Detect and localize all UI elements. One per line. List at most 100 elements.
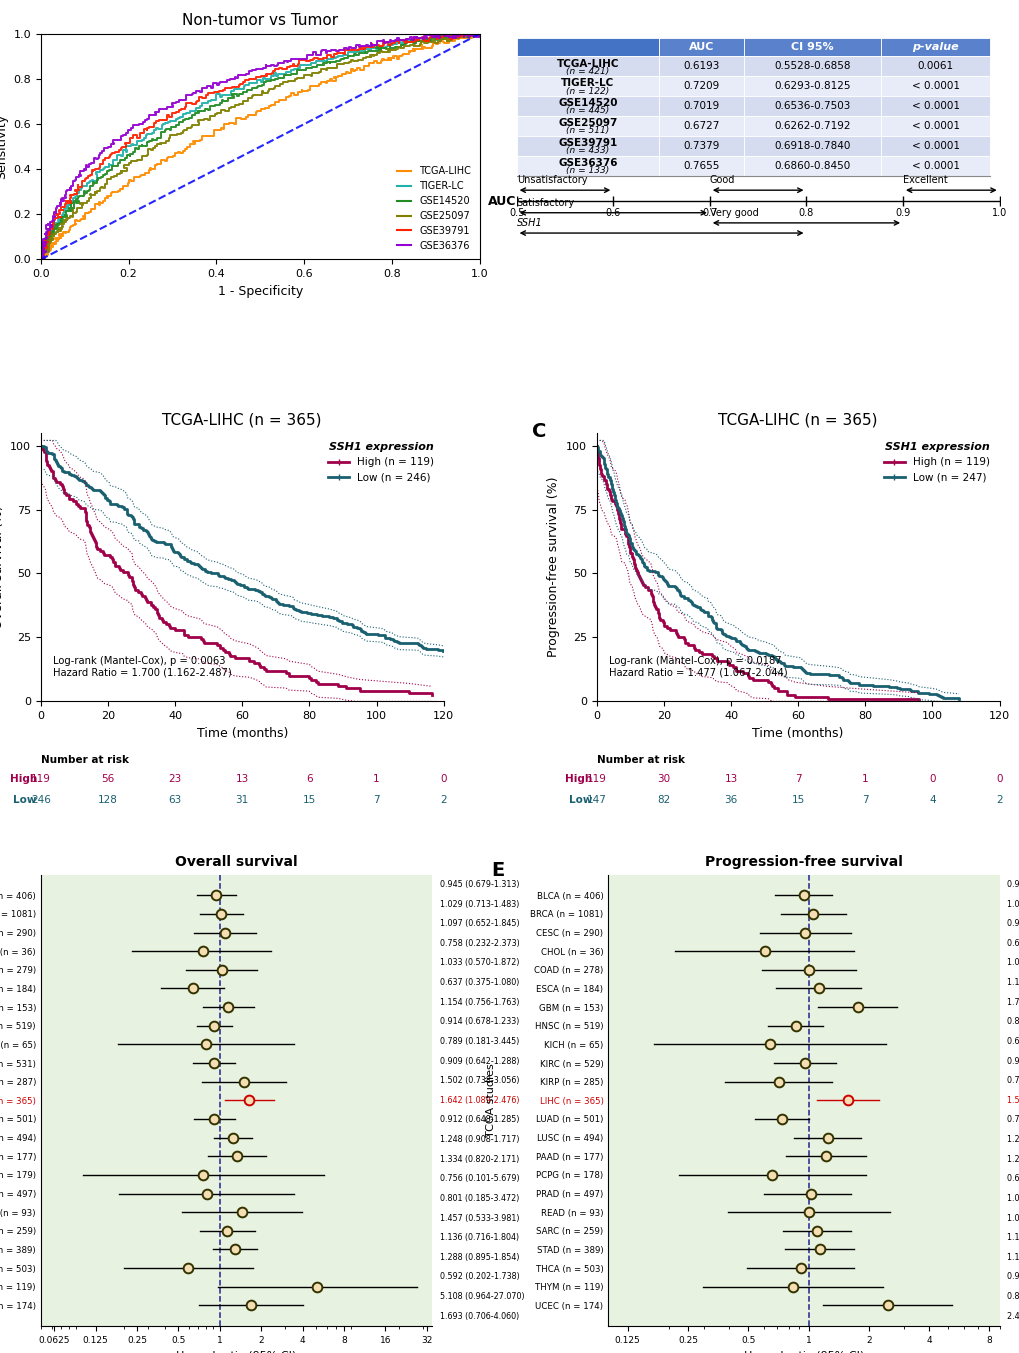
Text: 1.057 (0.728-1.536): 1.057 (0.728-1.536) (1007, 900, 1019, 909)
Title: TCGA-LIHC (n = 365): TCGA-LIHC (n = 365) (717, 413, 877, 428)
Text: 119: 119 (31, 774, 51, 783)
Text: 1.102 (0.744-1.634): 1.102 (0.744-1.634) (1007, 1233, 1019, 1242)
Y-axis label: Overall survival (%): Overall survival (%) (0, 505, 4, 629)
Text: Log-rank (Mantel-Cox), p = 0.0187
Hazard Ratio = 1.477 (1.067-2.044): Log-rank (Mantel-Cox), p = 0.0187 Hazard… (608, 656, 787, 678)
Y-axis label: Progression-free survival (%): Progression-free survival (%) (547, 476, 559, 658)
FancyBboxPatch shape (658, 135, 743, 156)
Text: Log-rank (Mantel-Cox), p = 0.0063
Hazard Ratio = 1.700 (1.162-2.487): Log-rank (Mantel-Cox), p = 0.0063 Hazard… (53, 656, 231, 678)
Text: C: C (532, 422, 546, 441)
Text: 0.914 (0.678-1.233): 0.914 (0.678-1.233) (439, 1017, 519, 1027)
Text: 1.007 (0.395-2.567): 1.007 (0.395-2.567) (1007, 1214, 1019, 1223)
Text: 0.603 (0.215-1.691): 0.603 (0.215-1.691) (1007, 939, 1019, 948)
Title: TCGA-LIHC (n = 365): TCGA-LIHC (n = 365) (162, 413, 322, 428)
FancyBboxPatch shape (743, 135, 880, 156)
Title: Progression-free survival: Progression-free survival (704, 855, 902, 870)
Text: 0.6262-0.7192: 0.6262-0.7192 (773, 120, 850, 131)
Text: 0.7: 0.7 (701, 208, 716, 218)
Title: Non-tumor vs Tumor: Non-tumor vs Tumor (182, 14, 338, 28)
Title: Overall survival: Overall survival (175, 855, 298, 870)
Text: GSE39791: GSE39791 (557, 138, 616, 147)
Text: 31: 31 (235, 796, 249, 805)
Text: 30: 30 (656, 774, 669, 783)
Text: 128: 128 (98, 796, 118, 805)
Text: 0.959 (0.670-1.372): 0.959 (0.670-1.372) (1007, 1057, 1019, 1066)
Text: Good: Good (709, 175, 735, 184)
Text: 7: 7 (861, 796, 868, 805)
Text: 0.6193: 0.6193 (683, 61, 718, 72)
Text: 63: 63 (168, 796, 181, 805)
X-axis label: Hazard ratio (95% CI)
(Mantel-Haenszel): Hazard ratio (95% CI) (Mantel-Haenszel) (743, 1350, 863, 1353)
Text: 0.640 (0.169-2.428): 0.640 (0.169-2.428) (1007, 1036, 1019, 1046)
Text: 0.6727: 0.6727 (683, 120, 718, 131)
Text: TCGA studies: TCGA studies (485, 1063, 495, 1137)
X-axis label: 1 - Specificity: 1 - Specificity (217, 284, 303, 298)
Text: 0.659 (0.225-1.926): 0.659 (0.225-1.926) (1007, 1174, 1019, 1184)
Text: 1.136 (0.766-1.685): 1.136 (0.766-1.685) (1007, 1253, 1019, 1262)
FancyBboxPatch shape (517, 57, 658, 76)
Text: 0.6860-0.8450: 0.6860-0.8450 (773, 161, 850, 170)
FancyBboxPatch shape (880, 38, 989, 57)
Text: 1.033 (0.570-1.872): 1.033 (0.570-1.872) (439, 958, 519, 967)
Text: 1.334 (0.820-2.171): 1.334 (0.820-2.171) (439, 1154, 519, 1164)
Text: < 0.0001: < 0.0001 (911, 161, 959, 170)
Text: (n = 133): (n = 133) (566, 166, 609, 175)
Text: Excellent: Excellent (902, 175, 947, 184)
Text: 1.0: 1.0 (991, 208, 1006, 218)
Text: AUC: AUC (487, 195, 516, 208)
FancyBboxPatch shape (743, 38, 880, 57)
Text: 4: 4 (928, 796, 934, 805)
Text: 1.288 (0.895-1.854): 1.288 (0.895-1.854) (439, 1253, 519, 1262)
Text: 0.592 (0.202-1.738): 0.592 (0.202-1.738) (439, 1272, 520, 1281)
Text: 0.945 (0.679-1.313): 0.945 (0.679-1.313) (439, 879, 519, 889)
Text: 0: 0 (928, 774, 934, 783)
X-axis label: Time (months): Time (months) (197, 727, 287, 740)
Text: 0.6536-0.7503: 0.6536-0.7503 (773, 101, 850, 111)
FancyBboxPatch shape (880, 116, 989, 135)
Y-axis label: Sensitivity: Sensitivity (0, 114, 8, 179)
Text: 1.693 (0.706-4.060): 1.693 (0.706-4.060) (439, 1311, 519, 1321)
FancyBboxPatch shape (658, 57, 743, 76)
Text: 119: 119 (586, 774, 606, 783)
FancyBboxPatch shape (517, 116, 658, 135)
Text: 1.122 (0.687-1.832): 1.122 (0.687-1.832) (1007, 978, 1019, 988)
FancyBboxPatch shape (880, 57, 989, 76)
Text: 7: 7 (373, 796, 379, 805)
Text: TIGER-LC: TIGER-LC (560, 78, 613, 88)
X-axis label: Time (months): Time (months) (752, 727, 843, 740)
Text: 0.909 (0.642-1.288): 0.909 (0.642-1.288) (439, 1057, 519, 1066)
Legend: High (n = 119), Low (n = 246): High (n = 119), Low (n = 246) (324, 438, 438, 487)
Text: 0.712 (0.385-1.317): 0.712 (0.385-1.317) (1007, 1076, 1019, 1085)
Text: 0.945 (0.679-1.313): 0.945 (0.679-1.313) (1007, 879, 1019, 889)
Text: 0.6918-0.7840: 0.6918-0.7840 (773, 141, 850, 150)
Text: 147: 147 (586, 796, 606, 805)
Text: 2: 2 (996, 796, 1002, 805)
FancyBboxPatch shape (517, 135, 658, 156)
Text: 2.483 (1.178-5.235): 2.483 (1.178-5.235) (1007, 1311, 1019, 1321)
X-axis label: Hazard ratio (95% CI)
(Mantel-Haenszel): Hazard ratio (95% CI) (Mantel-Haenszel) (176, 1350, 297, 1353)
Text: 0.735 (0.538-1.005): 0.735 (0.538-1.005) (1007, 1115, 1019, 1124)
Text: 0: 0 (996, 774, 1002, 783)
Text: 5.108 (0.964-27.070): 5.108 (0.964-27.070) (439, 1292, 524, 1302)
FancyBboxPatch shape (658, 76, 743, 96)
Text: Unsatisfactory: Unsatisfactory (517, 175, 587, 184)
Text: 1.032 (0.601-1.639): 1.032 (0.601-1.639) (1007, 1193, 1019, 1203)
Text: 0.7379: 0.7379 (683, 141, 718, 150)
Text: Number at risk: Number at risk (596, 755, 684, 766)
Text: 1.136 (0.716-1.804): 1.136 (0.716-1.804) (439, 1233, 519, 1242)
Text: 1.571 (1.099-2.245): 1.571 (1.099-2.245) (1007, 1096, 1019, 1105)
Text: 0.862 (0.628-1.182): 0.862 (0.628-1.182) (1007, 1017, 1019, 1027)
Text: 1.642 (1.089-2.476): 1.642 (1.089-2.476) (439, 1096, 519, 1105)
Text: p-value: p-value (911, 42, 958, 53)
FancyBboxPatch shape (658, 38, 743, 57)
Text: 56: 56 (101, 774, 114, 783)
FancyBboxPatch shape (517, 38, 658, 57)
Text: Satisfactory: Satisfactory (517, 198, 575, 207)
Text: 0.7655: 0.7655 (683, 161, 718, 170)
Text: TCGA-LIHC: TCGA-LIHC (556, 58, 619, 69)
Text: AUC: AUC (688, 42, 713, 53)
Text: 2: 2 (440, 796, 446, 805)
FancyBboxPatch shape (743, 76, 880, 96)
Text: 0.914 (0.494-1.690): 0.914 (0.494-1.690) (1007, 1272, 1019, 1281)
Text: 1.154 (0.756-1.763): 1.154 (0.756-1.763) (439, 997, 519, 1007)
FancyBboxPatch shape (743, 156, 880, 176)
